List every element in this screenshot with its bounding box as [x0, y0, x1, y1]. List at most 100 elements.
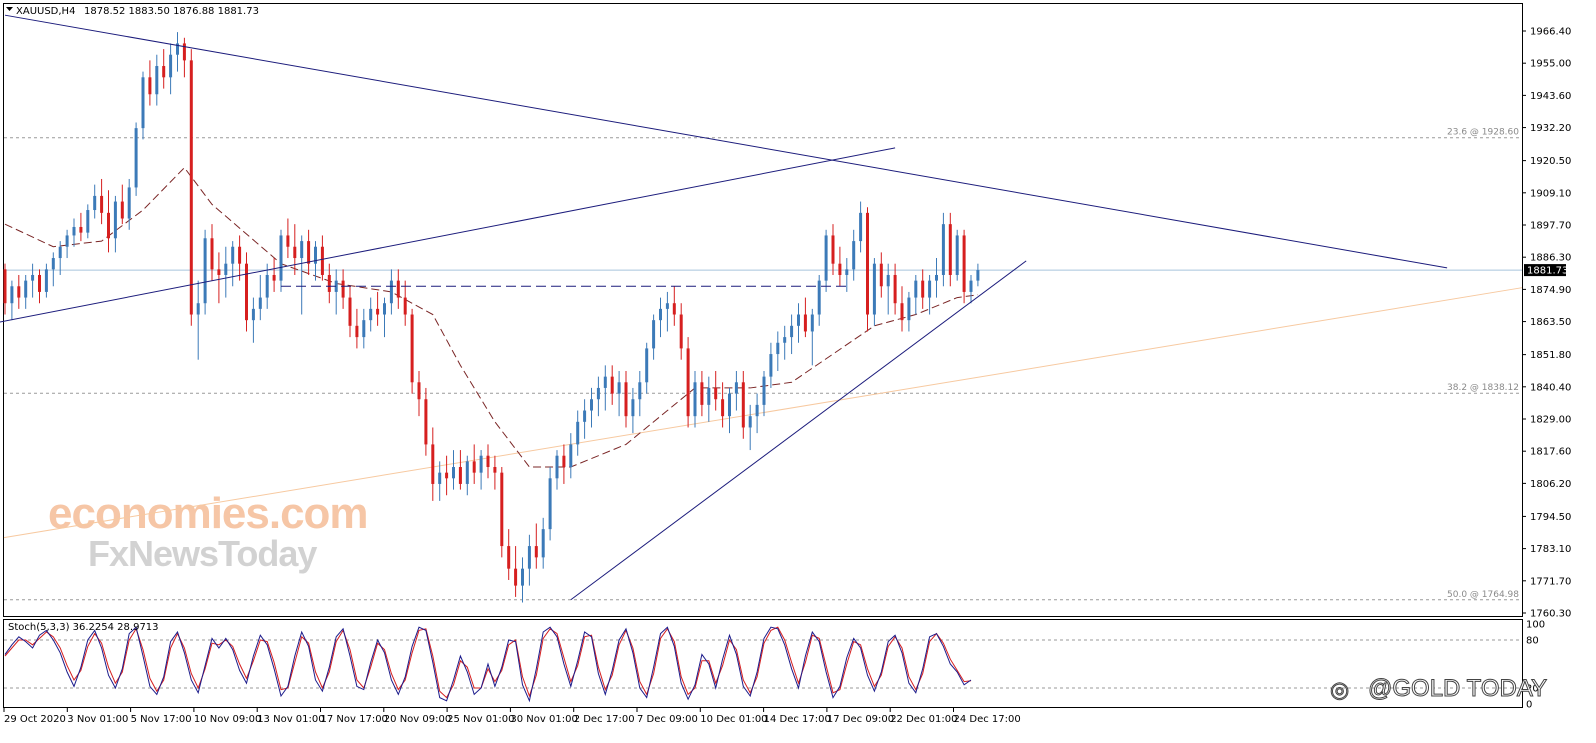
candle-body — [907, 297, 911, 321]
dropdown-arrow-icon[interactable] — [6, 7, 13, 11]
candle-body — [445, 472, 449, 479]
candle-body — [182, 43, 186, 61]
trendlines[interactable] — [0, 14, 1448, 601]
candle-body — [569, 444, 573, 468]
price-tick-label: 1794.50 — [1530, 512, 1571, 523]
candle-body — [521, 568, 524, 586]
candle-body — [362, 320, 366, 338]
candle-body — [679, 314, 683, 349]
candle-body — [872, 263, 876, 315]
fibonacci-label: 50.0 @ 1764.98 — [1447, 590, 1519, 600]
candle-body — [762, 376, 766, 405]
time-tick-label: 24 Dec 17:00 — [954, 714, 1021, 725]
candle-body — [955, 235, 959, 275]
price-tick-label: 1863.50 — [1530, 317, 1571, 328]
candle-body — [659, 308, 662, 321]
candle-body — [941, 224, 945, 275]
price-tick-label: 1943.60 — [1530, 91, 1571, 102]
candle-body — [624, 382, 628, 417]
candle-body — [72, 226, 76, 236]
candle-body — [610, 376, 614, 394]
candle-body — [741, 382, 745, 428]
candle-body — [217, 269, 221, 275]
price-tick-label: 1771.70 — [1530, 576, 1571, 587]
time-tick-label: 22 Dec 01:00 — [890, 714, 957, 725]
candle-body — [452, 467, 455, 479]
candle-body — [176, 43, 179, 55]
orange-trendline — [3, 287, 1523, 539]
candle-body — [728, 393, 731, 417]
candle-body — [686, 348, 690, 417]
candle-body — [251, 308, 255, 321]
candle-body — [631, 399, 635, 417]
candle-body — [3, 269, 7, 304]
candle-body — [707, 387, 711, 405]
candle-body — [507, 546, 511, 569]
price-tick-label: 1874.90 — [1530, 285, 1571, 296]
candle-body — [562, 455, 566, 468]
candle-body — [755, 404, 759, 417]
candle-body — [396, 280, 400, 298]
time-tick-label: 13 Nov 01:00 — [257, 714, 324, 725]
candle-body — [17, 286, 21, 298]
candle-body — [341, 280, 345, 298]
ohlc-values: 1878.52 1883.50 1876.88 1881.73 — [84, 6, 259, 17]
candle-body — [645, 348, 649, 383]
price-tick-label: 1966.40 — [1530, 27, 1571, 38]
candlesticks — [3, 32, 980, 603]
candle-body — [210, 238, 214, 270]
candle-body — [590, 399, 593, 411]
candle-body — [86, 210, 90, 233]
price-tick-label: 1851.80 — [1530, 350, 1571, 361]
candle-body — [831, 235, 835, 264]
candle-body — [700, 382, 704, 405]
candle-body — [196, 303, 200, 315]
candle-body — [541, 529, 545, 558]
time-tick-label: 30 Nov 01:00 — [510, 714, 577, 725]
fxnewstoday-watermark: FxNewsToday — [88, 533, 317, 574]
candle-body — [100, 195, 104, 213]
stochastic-axis-label: 0 — [1526, 700, 1532, 711]
trendline-descending-resistance — [4, 14, 1448, 269]
candle-body — [810, 314, 814, 332]
candle-body — [769, 354, 773, 377]
fibonacci-label: 38.2 @ 1838.12 — [1447, 383, 1519, 393]
candle-body — [148, 77, 152, 95]
gold-today-watermark: @GOLD TODAY — [1368, 675, 1547, 702]
current-price-tag-bg — [1524, 264, 1566, 277]
stochastic-axis-label: 100 — [1526, 620, 1545, 631]
stochastic-axis-label: 20 — [1526, 684, 1539, 695]
candle-body — [113, 201, 117, 239]
candle-body — [852, 241, 856, 270]
candle-body — [803, 314, 807, 332]
symbol-label: XAUUSD,H4 — [16, 6, 75, 17]
time-tick-label: 29 Oct 2020 — [4, 714, 66, 725]
candle-body — [383, 303, 386, 315]
candle-body — [817, 280, 821, 315]
candle-body — [672, 303, 676, 315]
candle-body — [58, 246, 62, 259]
stochastic-frame — [3, 619, 1523, 708]
candle-body — [879, 263, 883, 287]
candle-body — [44, 269, 48, 292]
candle-body — [790, 325, 794, 338]
candle-body — [845, 269, 849, 275]
time-tick-label: 5 Nov 17:00 — [131, 714, 192, 725]
price-tick-label: 1806.20 — [1530, 479, 1571, 490]
candle-body — [921, 280, 925, 298]
candle-body — [369, 308, 373, 321]
candle-body — [272, 274, 276, 281]
candle-body — [914, 280, 918, 298]
candle-body — [348, 297, 352, 326]
candle-body — [893, 274, 897, 304]
candle-body — [838, 263, 842, 275]
candle-body — [24, 280, 28, 298]
candle-body — [127, 187, 131, 219]
candle-body — [438, 472, 442, 484]
candle-body — [734, 382, 738, 394]
candle-body — [465, 461, 469, 484]
time-tick-label: 25 Nov 01:00 — [447, 714, 514, 725]
candle-body — [886, 274, 890, 287]
price-tick-label: 1955.00 — [1530, 59, 1571, 70]
